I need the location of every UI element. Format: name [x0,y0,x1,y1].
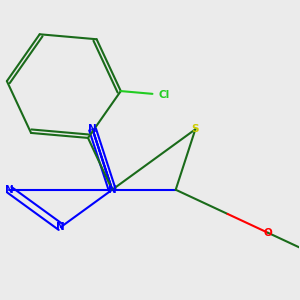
Text: O: O [263,228,272,238]
Text: N: N [108,185,116,195]
Text: N: N [56,222,65,232]
Text: Cl: Cl [158,90,169,100]
Text: N: N [88,124,97,134]
Text: N: N [5,185,14,195]
Text: S: S [192,124,199,134]
